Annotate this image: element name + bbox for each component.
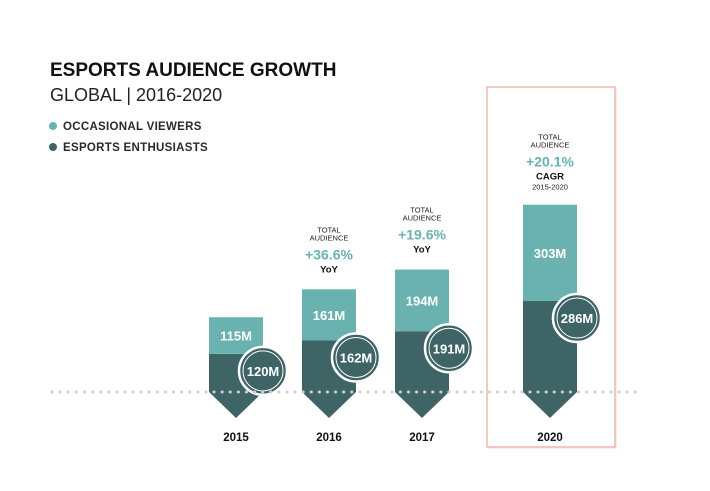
annotation-range-2020: 2015-2020 [532,183,568,192]
year-label-2015: 2015 [223,432,249,444]
legend: OCCASIONAL VIEWERS ESPORTS ENTHUSIASTS [49,121,208,154]
badge-ring-outer-2017 [423,323,475,374]
legend-swatch-occasional [49,122,57,130]
data-label-enthusiasts-2020: 286M [561,311,594,326]
annotation-note-2016: YoY [320,264,338,275]
annotation-label-2020: AUDIENCE [531,141,570,150]
annotation-label-2020: TOTAL [538,133,561,142]
annotation-value-2016: +36.6% [305,246,353,262]
annotation-label-2016: TOTAL [317,225,340,234]
data-label-occasional-2017: 194M [406,293,439,308]
year-label-2016: 2016 [316,432,342,444]
badge-ring-outer-2020 [551,292,603,344]
data-label-enthusiasts-2016: 162M [340,350,373,365]
legend-swatch-enthusiasts [49,143,57,151]
badge-ring-inner-2017 [428,327,470,369]
bar-occasional-2017 [395,269,449,332]
bar-occasional-2020 [523,204,577,302]
chart-subtitle: GLOBAL | 2016-2020 [50,85,222,105]
data-label-enthusiasts-2017: 191M [433,341,466,356]
badge-ring-inner-2020 [556,297,598,339]
annotation-label-2016: AUDIENCE [310,233,349,242]
bar-occasional-2016 [302,289,356,341]
year-label-2020: 2020 [537,432,563,444]
data-label-enthusiasts-2015: 120M [247,364,280,379]
data-label-occasional-2015: 115M [220,329,252,344]
badge-ring-inner-2016 [335,336,377,378]
annotation-value-2020: +20.1% [526,154,574,170]
annotation-label-2017: AUDIENCE [403,214,442,223]
badge-ring-outer-2015 [237,345,289,397]
legend-label-occasional: OCCASIONAL VIEWERS [63,121,202,133]
annotation-note-2017: YoY [413,245,431,256]
data-label-occasional-2020: 303M [534,246,567,261]
badge-ring-outer-2016 [330,332,382,383]
plot-area: 115M120M2015161M162M2016TOTALAUDIENCE+36… [50,86,644,449]
legend-label-enthusiasts: ESPORTS ENTHUSIASTS [63,142,208,154]
annotation-value-2017: +19.6% [398,227,446,243]
data-label-occasional-2016: 161M [313,308,346,323]
year-label-2017: 2017 [409,432,435,444]
annotation-label-2017: TOTAL [410,206,433,215]
annotation-note-2020: CAGR [536,172,564,183]
chart-title: ESPORTS AUDIENCE GROWTH [50,60,336,81]
